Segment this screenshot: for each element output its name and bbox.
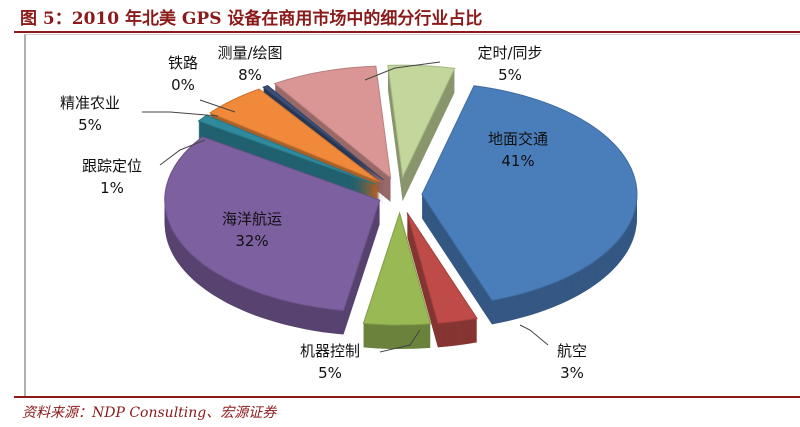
pie-slice-8 [387,64,456,202]
leader-line [199,99,236,113]
slice-label-agriculture: 精准农业 5% [59,94,121,134]
pie-slice-1 [406,212,478,348]
leader-line [364,61,441,81]
source-note: 资料来源：NDP Consulting、宏源证券 [22,405,277,421]
pie-slice-2 [362,211,432,349]
slice-label-timing: 定时/同步 5% [477,44,543,84]
slice-label-machine-control: 机器控制 5% [299,342,361,382]
pie-slice-top [362,211,432,326]
pie-slice-top [406,212,478,324]
leader-line [159,139,206,166]
chart-frame [24,34,800,396]
pie-slice-top [421,85,638,301]
bottom-rule [14,396,800,398]
slice-label-ground-transport: 地面交通 41% [487,130,549,170]
pie-slice-top [387,64,456,179]
pie-slice-top [209,88,380,183]
slice-label-survey: 测量/绘图 8% [217,44,283,84]
pie-slice-0 [421,85,638,325]
leader-line [379,329,421,353]
slice-label-marine: 海洋航运 32% [221,210,283,250]
slice-label-aviation: 航空 3% [556,342,588,382]
pie-slice-top [273,65,392,180]
figure-title: 图 5：2010 年北美 GPS 设备在商用市场中的细分行业占比 [20,9,483,29]
leader-line [519,324,549,346]
pie-slice-3 [164,136,381,335]
slice-label-tracking: 跟踪定位 1% [81,157,143,197]
pie-slice-top [262,85,384,181]
pie-slice-top [164,136,381,312]
title-rule [14,31,800,33]
slice-label-railway: 铁路 0% [167,54,199,94]
leader-line [142,111,219,117]
